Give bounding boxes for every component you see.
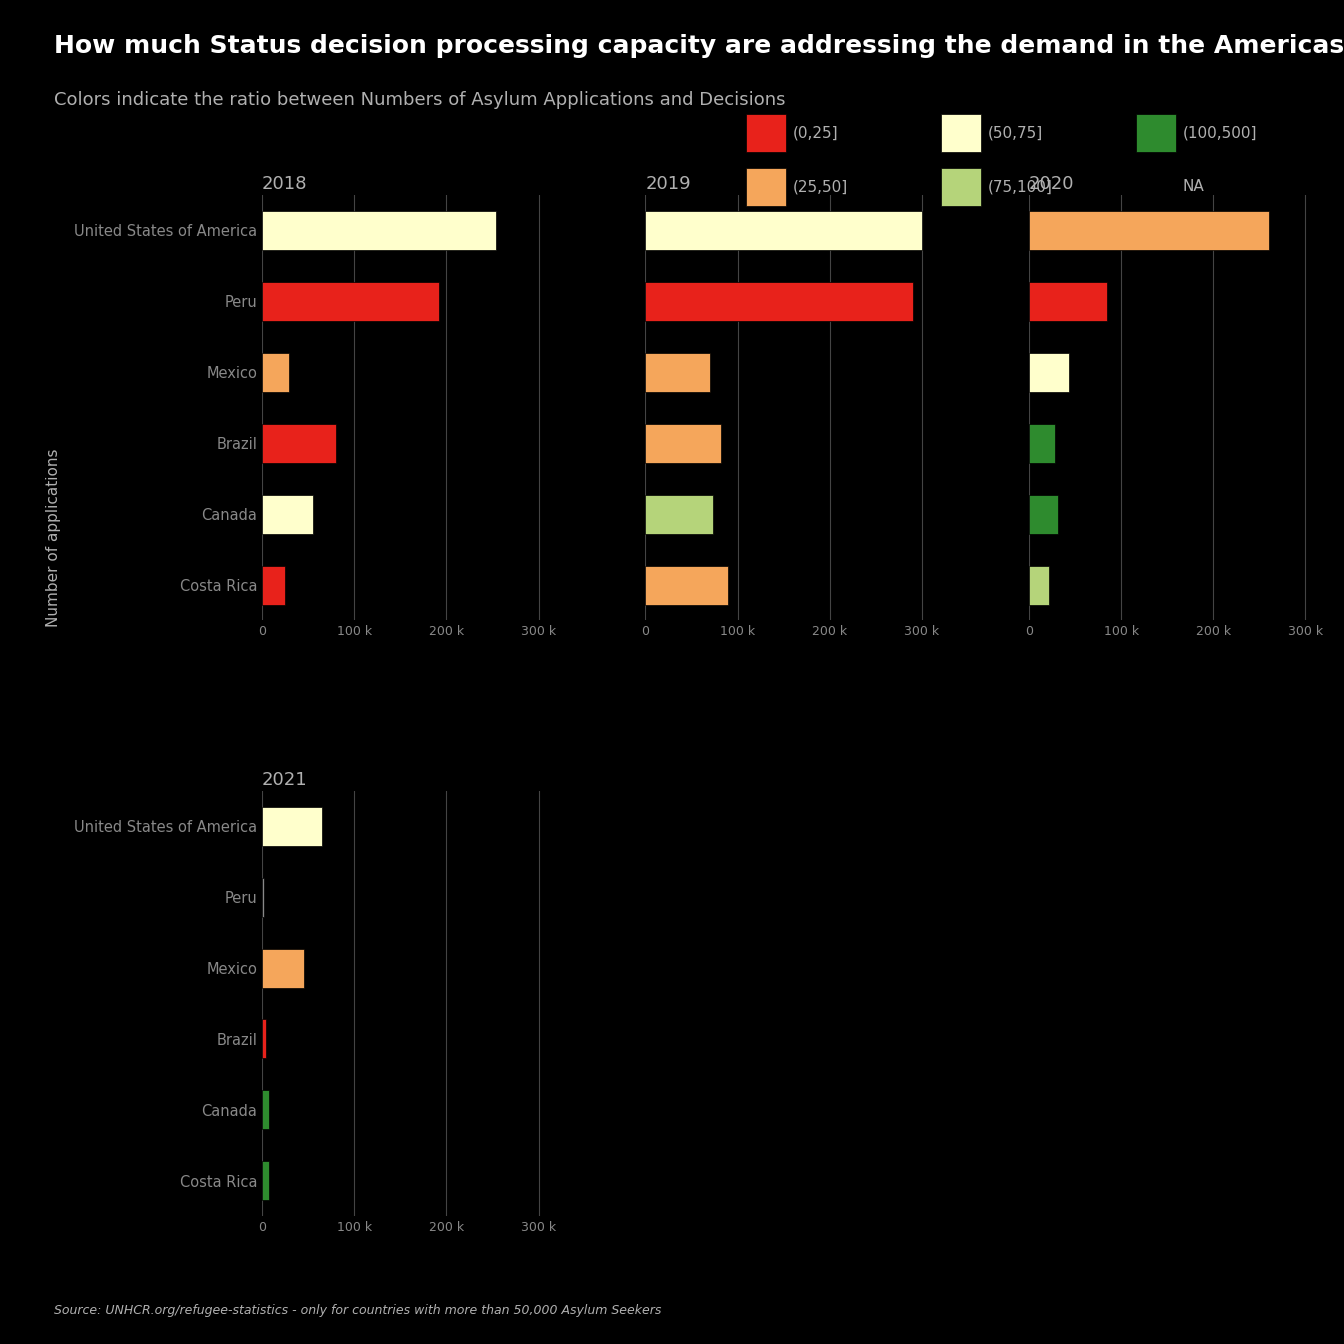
- Bar: [262, 878, 263, 917]
- Text: 2018: 2018: [262, 175, 308, 194]
- Text: NA: NA: [1183, 179, 1204, 195]
- Bar: [645, 211, 922, 250]
- Text: (0,25]: (0,25]: [793, 125, 839, 141]
- Bar: [262, 1020, 266, 1059]
- Bar: [262, 566, 285, 605]
- Bar: [262, 1090, 269, 1129]
- Bar: [262, 495, 313, 534]
- Bar: [645, 566, 728, 605]
- Text: Number of applications: Number of applications: [46, 449, 62, 626]
- Bar: [262, 352, 289, 391]
- Text: 2021: 2021: [262, 771, 308, 789]
- Bar: [262, 1161, 269, 1200]
- Text: (100,500]: (100,500]: [1183, 125, 1257, 141]
- Text: Source: UNHCR.org/refugee-statistics - only for countries with more than 50,000 : Source: UNHCR.org/refugee-statistics - o…: [54, 1304, 661, 1317]
- Bar: [645, 352, 710, 391]
- Bar: [262, 211, 496, 250]
- Text: (25,50]: (25,50]: [793, 179, 848, 195]
- Bar: [1030, 282, 1107, 321]
- Bar: [645, 282, 913, 321]
- Bar: [1030, 495, 1059, 534]
- Bar: [645, 423, 722, 462]
- Text: 2020: 2020: [1030, 175, 1074, 194]
- Text: 2019: 2019: [645, 175, 691, 194]
- Bar: [1030, 423, 1055, 462]
- Bar: [262, 282, 439, 321]
- Text: How much Status decision processing capacity are addressing the demand in the Am: How much Status decision processing capa…: [54, 34, 1344, 58]
- Bar: [262, 423, 336, 462]
- Bar: [1030, 566, 1050, 605]
- Text: (50,75]: (50,75]: [988, 125, 1043, 141]
- Bar: [262, 949, 304, 988]
- Text: Colors indicate the ratio between Numbers of Asylum Applications and Decisions: Colors indicate the ratio between Number…: [54, 91, 785, 109]
- Bar: [262, 806, 323, 845]
- Text: (75,100]: (75,100]: [988, 179, 1052, 195]
- Bar: [1030, 211, 1269, 250]
- Bar: [1030, 352, 1070, 391]
- Bar: [645, 495, 712, 534]
